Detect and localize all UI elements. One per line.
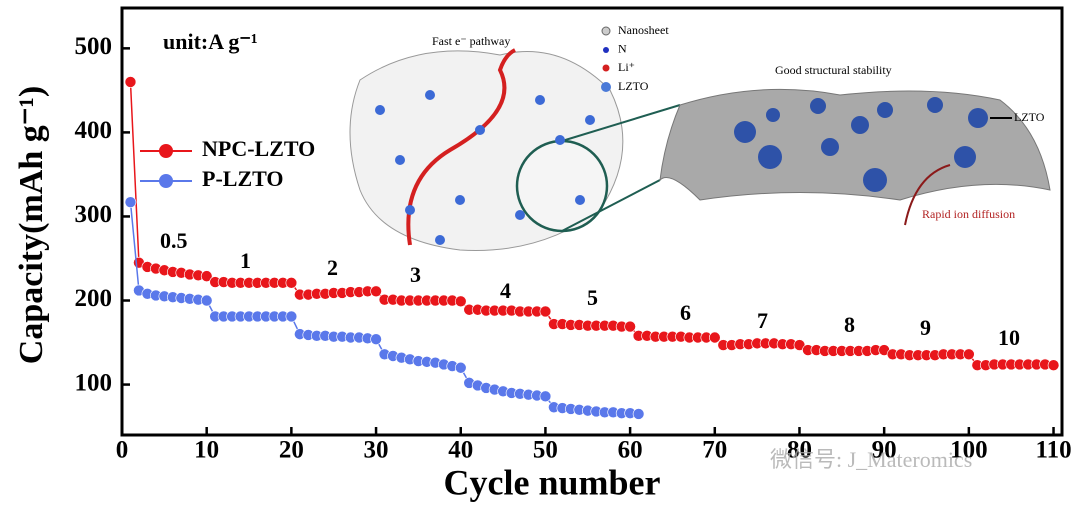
inset-title: Fast e⁻ pathway — [432, 34, 510, 48]
legend-icon — [602, 64, 610, 72]
inset-left — [349, 26, 681, 251]
x-tick-label: 70 — [702, 437, 727, 464]
annotation: 8 — [844, 312, 855, 337]
data-point — [454, 361, 467, 374]
lzto-ball — [734, 121, 756, 143]
inset-legend-label: LZTO — [618, 79, 649, 93]
lzto-ball — [758, 145, 782, 169]
inset-label: LZTO — [1014, 110, 1045, 124]
lzto-ball — [927, 97, 943, 113]
watermark: 微信号: J_Materomics — [770, 447, 972, 472]
lzto-ball — [575, 195, 585, 205]
lzto-ball — [425, 90, 435, 100]
data-point — [124, 196, 137, 208]
legend-marker — [159, 174, 173, 188]
zoom-line — [561, 104, 681, 142]
inset-right — [659, 88, 1051, 226]
lzto-ball — [555, 135, 565, 145]
legend-icon — [601, 82, 611, 92]
annotation: 2 — [327, 255, 338, 280]
lzto-ball — [851, 116, 869, 134]
data-point — [285, 277, 298, 289]
y-tick-label: 200 — [75, 285, 113, 312]
x-tick-label: 10 — [194, 437, 219, 464]
legend-marker — [159, 144, 173, 158]
inset-legend-label: Li⁺ — [618, 60, 635, 74]
inset-title: Good structural stability — [775, 63, 892, 77]
y-tick-label: 300 — [75, 201, 113, 228]
zoom-line — [561, 179, 661, 232]
lzto-ball — [375, 105, 385, 115]
data-point — [632, 408, 645, 420]
lzto-ball — [954, 146, 976, 168]
lzto-ball — [515, 210, 525, 220]
lzto-ball — [395, 155, 405, 165]
data-point — [200, 294, 213, 307]
annotation: 9 — [920, 315, 931, 340]
x-axis-label: Cycle number — [444, 462, 661, 502]
lzto-ball — [821, 138, 839, 156]
data-point — [539, 390, 552, 403]
x-tick-label: 50 — [533, 437, 558, 464]
annotation: 4 — [500, 278, 511, 303]
data-point — [624, 320, 636, 333]
y-tick-label: 500 — [75, 33, 113, 60]
x-tick-label: 0 — [116, 437, 129, 464]
lzto-ball — [585, 115, 595, 125]
y-tick-label: 400 — [75, 117, 113, 144]
data-point — [124, 76, 137, 88]
x-tick-label: 110 — [1035, 437, 1071, 464]
data-point — [370, 285, 382, 298]
x-tick-label: 60 — [618, 437, 643, 464]
annotation: 0.5 — [160, 228, 188, 253]
lzto-ball — [766, 108, 780, 122]
lzto-ball — [455, 195, 465, 205]
x-tick-label: 90 — [872, 437, 897, 464]
annotation: 1 — [240, 248, 251, 273]
x-tick-label: 20 — [279, 437, 304, 464]
lzto-ball — [863, 168, 887, 192]
data-point — [200, 270, 213, 282]
inset-caption: Rapid ion diffusion — [922, 207, 1015, 221]
zoom-circle — [515, 139, 609, 233]
annotation: 5 — [587, 285, 598, 310]
lzto-ball — [877, 102, 893, 118]
annotation: 6 — [680, 300, 691, 325]
lzto-ball — [435, 235, 445, 245]
data-point — [963, 348, 975, 361]
data-point — [370, 333, 382, 345]
data-point — [285, 310, 298, 323]
lzto-ball — [405, 205, 415, 215]
data-point — [708, 331, 721, 344]
data-point — [1047, 359, 1060, 372]
y-axis-label: Capacity(mAh g⁻¹) — [13, 86, 50, 364]
data-point — [539, 305, 552, 318]
legend-label: P-LZTO — [202, 166, 284, 191]
electron-path — [406, 48, 516, 246]
annotation: 7 — [757, 308, 768, 333]
annotation: 3 — [410, 262, 421, 287]
sheet — [659, 88, 1051, 201]
diffusion-arrow — [904, 164, 951, 226]
data-point — [454, 295, 467, 308]
x-tick-label: 40 — [448, 437, 473, 464]
lzto-ball — [475, 125, 485, 135]
data-point — [793, 339, 806, 351]
x-tick-label: 80 — [787, 437, 812, 464]
x-tick-label: 100 — [950, 437, 988, 464]
legend-icon — [601, 26, 611, 36]
y-tick-label: 100 — [75, 369, 113, 396]
lzto-ball — [535, 95, 545, 105]
annotation: 10 — [998, 325, 1020, 350]
legend-icon — [603, 47, 609, 53]
annotation: unit:A g⁻¹ — [163, 29, 258, 54]
legend-label: NPC-LZTO — [202, 136, 315, 161]
inset-legend-label: N — [618, 41, 627, 55]
lzto-ball — [810, 98, 826, 114]
inset-legend-label: Nanosheet — [618, 23, 669, 37]
lzto-ball — [968, 108, 988, 128]
plot-frame — [120, 6, 1064, 437]
x-tick-label: 30 — [364, 437, 389, 464]
